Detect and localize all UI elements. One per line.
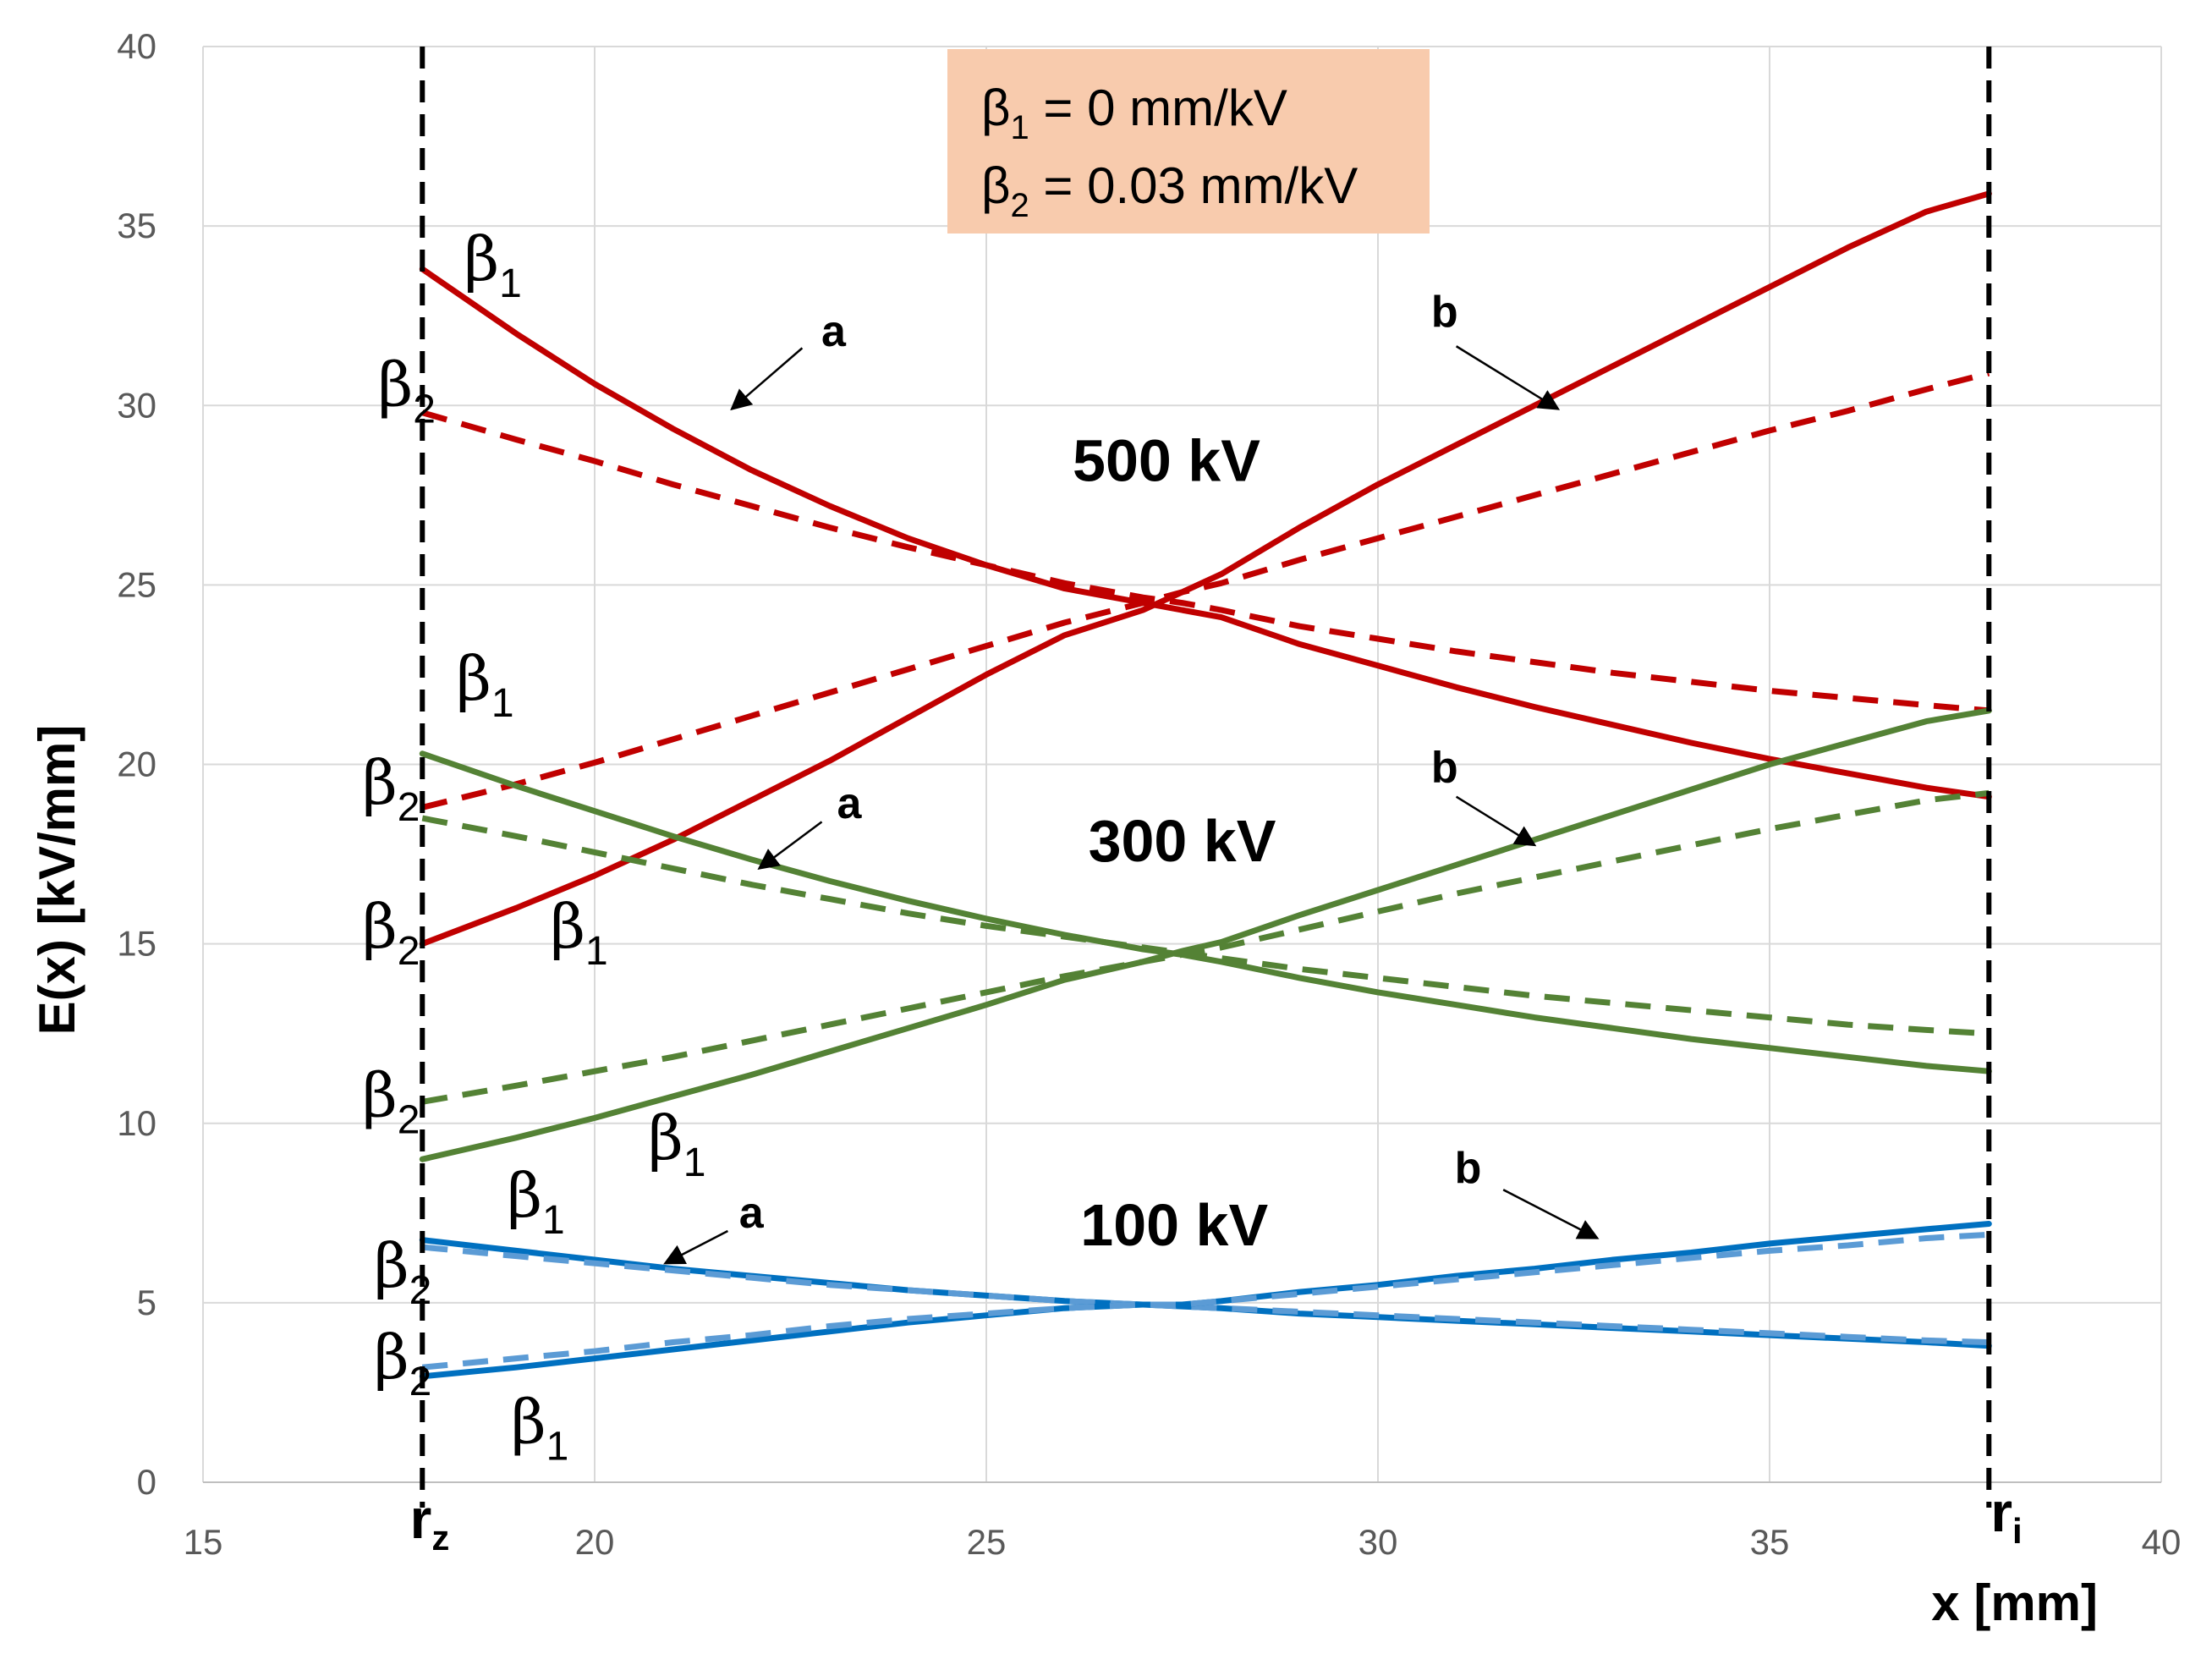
legend-beta2: β2 = 0.03 mm/kV — [981, 157, 1358, 224]
x-axis-title: x [mm] — [1931, 1574, 2098, 1631]
beta-label: β2 — [374, 1322, 431, 1404]
y-tick-label: 40 — [117, 26, 156, 66]
beta-label: β2 — [362, 1059, 420, 1142]
beta-label: β2 — [362, 747, 420, 830]
y-tick-label: 0 — [137, 1462, 156, 1502]
annotation-arrow — [1455, 795, 1537, 847]
annotation-letter: b — [1455, 1144, 1482, 1193]
legend-beta2-symbol: β — [981, 157, 1011, 214]
beta-subscript: 2 — [409, 1360, 432, 1404]
ri-label: ri — [1990, 1481, 2022, 1551]
radius-markers — [420, 47, 1992, 1508]
x-tick-label: 30 — [1358, 1522, 1398, 1562]
beta-symbol: β — [362, 1059, 398, 1130]
beta-symbol: β — [648, 1102, 683, 1173]
beta-label: β2 — [362, 891, 420, 974]
beta-label: β2 — [378, 349, 436, 431]
beta-symbol: β — [550, 891, 585, 962]
y-tick-label: 20 — [117, 745, 156, 784]
beta-subscript: 1 — [585, 929, 608, 974]
legend-beta1: β1 = 0 mm/kV — [981, 80, 1287, 146]
annotation-arrow — [663, 1229, 728, 1265]
rz-label-sub: z — [431, 1518, 449, 1558]
beta-label: β1 — [648, 1102, 705, 1185]
beta-symbol: β — [511, 1386, 546, 1457]
x-tick-label: 20 — [575, 1522, 615, 1562]
beta-label: β1 — [456, 643, 513, 726]
legend-box-background — [947, 49, 1430, 234]
beta-subscript: 1 — [542, 1198, 565, 1243]
beta-symbol: β — [374, 1322, 409, 1393]
rz-label: rz — [410, 1487, 450, 1558]
legend-beta2-subscript: 2 — [1011, 187, 1029, 224]
series-layer — [419, 190, 1992, 1380]
beta-label: β1 — [550, 891, 607, 974]
beta-subscript: 2 — [413, 387, 436, 431]
series-line — [419, 266, 1992, 800]
annotation-letter: b — [1431, 744, 1458, 793]
annotation-arrow — [757, 821, 823, 871]
series-line — [421, 789, 1990, 1105]
annotation-arrow — [1502, 1189, 1600, 1239]
beta-label: β1 — [511, 1386, 568, 1469]
beta-subscript: 2 — [398, 785, 420, 830]
y-tick-label: 15 — [117, 924, 156, 964]
beta-subscript: 1 — [546, 1424, 569, 1469]
beta-subscript: 1 — [683, 1140, 706, 1185]
annotation-letter: b — [1431, 288, 1458, 337]
beta-symbol: β — [378, 349, 414, 420]
legend-box: β1 = 0 mm/kV β2 = 0.03 mm/kV — [947, 49, 1430, 234]
voltage-label: 100 kV — [1080, 1192, 1268, 1258]
series-line — [421, 815, 1990, 1037]
series-line — [421, 1231, 1990, 1371]
voltage-label: 500 kV — [1073, 427, 1260, 493]
beta-label: β2 — [374, 1230, 431, 1313]
y-tick-label: 10 — [117, 1103, 156, 1143]
rz-label-main: r — [410, 1487, 432, 1550]
beta-symbol: β — [507, 1160, 542, 1231]
annotation-letter: a — [821, 307, 847, 356]
beta-symbol: β — [464, 223, 499, 294]
series-line — [419, 190, 1992, 948]
beta-subscript: 1 — [491, 681, 514, 726]
beta-symbol: β — [362, 891, 398, 962]
beta-symbol: β — [374, 1230, 409, 1301]
annotation-letter: a — [739, 1189, 765, 1238]
beta-label: β1 — [507, 1160, 564, 1243]
beta-symbol: β — [456, 643, 491, 714]
series-line — [421, 409, 1990, 714]
beta-subscript: 2 — [398, 929, 420, 974]
legend-beta1-symbol: β — [981, 80, 1011, 136]
legend-beta2-text: = 0.03 mm/kV — [1029, 157, 1358, 214]
x-tick-label: 15 — [184, 1522, 223, 1562]
legend-beta1-text: = 0 mm/kV — [1029, 80, 1287, 136]
series-line — [421, 370, 1990, 811]
x-tick-label: 40 — [2142, 1522, 2182, 1562]
beta-subscript: 2 — [409, 1268, 432, 1313]
beta-label: β1 — [464, 223, 521, 306]
y-tick-label: 5 — [137, 1283, 156, 1322]
x-tick-label: 35 — [1750, 1522, 1790, 1562]
legend-beta1-subscript: 1 — [1011, 109, 1029, 146]
annotation-arrow — [1455, 345, 1561, 410]
voltage-label: 300 kV — [1089, 808, 1276, 874]
series-line — [419, 707, 1992, 1162]
y-axis-title: E(x) [kV/mm] — [29, 725, 85, 1036]
beta-subscript: 1 — [499, 261, 522, 306]
ri-label-sub: i — [2012, 1511, 2023, 1551]
y-tick-label: 25 — [117, 564, 156, 604]
x-tick-label: 25 — [967, 1522, 1007, 1562]
y-tick-label: 35 — [117, 206, 156, 245]
axes: 0 5 10 15 20 25 30 35 40 15 20 25 30 35 40 — [117, 26, 2181, 1562]
beta-subscript: 2 — [398, 1097, 420, 1142]
y-tick-label: 30 — [117, 385, 156, 425]
annotation-letter: a — [837, 779, 862, 828]
annotation-arrow — [730, 347, 804, 411]
ri-label-main: r — [1990, 1481, 2012, 1543]
beta-symbol: β — [362, 747, 398, 818]
series-line — [421, 1244, 1990, 1345]
